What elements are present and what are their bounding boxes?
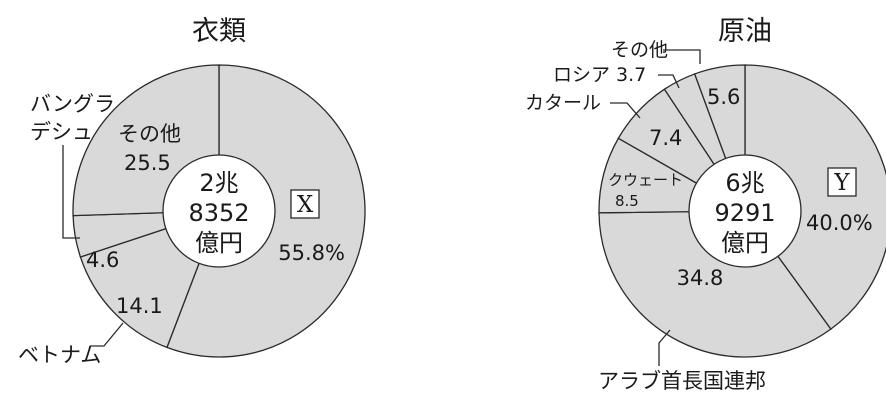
oil-other-label: その他 — [611, 39, 668, 61]
clothing-total-line2: 8352 — [188, 199, 249, 227]
oil-total-line2: 9291 — [714, 199, 775, 227]
clothing-total-line3: 億円 — [195, 229, 243, 257]
oil-total-line1: 6兆 — [725, 169, 764, 197]
country-y-label: Y — [833, 170, 850, 196]
country-x-box — [290, 189, 320, 219]
country-y-box — [827, 167, 857, 197]
country-x-label: X — [297, 192, 314, 218]
clothing-donut-hole — [162, 154, 276, 268]
clothing-total-line1: 2兆 — [199, 169, 238, 197]
russia-leader-line — [658, 74, 680, 89]
vietnam-value: 14.1 — [116, 294, 163, 318]
vietnam-leader-line — [90, 322, 124, 347]
qatar-label: カタール — [525, 92, 601, 114]
bangladesh-label-line2: デシュ — [30, 120, 93, 144]
clothing-pie-chart — [72, 64, 366, 358]
oil-other-value: 5.6 — [707, 85, 740, 109]
kuwait-label: クウェート — [608, 171, 683, 189]
uae-leader-line — [658, 329, 671, 366]
bangladesh-leader-line — [62, 145, 80, 239]
bangladesh-value: 4.6 — [86, 248, 119, 272]
clothing-other-value: 25.5 — [124, 151, 171, 175]
crude-oil-pie-chart — [598, 64, 886, 358]
qatar-value: 7.4 — [649, 126, 682, 150]
oil-y-value: 40.0% — [806, 211, 873, 235]
clothing-x-value: 55.8% — [278, 241, 345, 265]
crude-oil-chart-title: 原油 — [718, 16, 772, 47]
oil-donut-hole — [688, 154, 802, 268]
oil-other-leader-line — [663, 49, 701, 64]
qatar-leader-line — [610, 102, 641, 119]
bangladesh-label-line1: バングラ — [30, 92, 115, 116]
oil-total-line3: 億円 — [721, 229, 769, 257]
clothing-chart-title: 衣類 — [192, 16, 246, 47]
clothing-other-label: その他 — [118, 122, 181, 146]
uae-value: 34.8 — [677, 266, 724, 290]
uae-label: アラブ首長国連邦 — [598, 369, 766, 393]
vietnam-label: ベトナム — [18, 343, 101, 367]
russia-label: ロシア 3.7 — [553, 64, 646, 86]
oil-slice-1 — [598, 210, 832, 358]
kuwait-value: 8.5 — [615, 192, 639, 210]
oil-slice-0 — [744, 64, 886, 331]
